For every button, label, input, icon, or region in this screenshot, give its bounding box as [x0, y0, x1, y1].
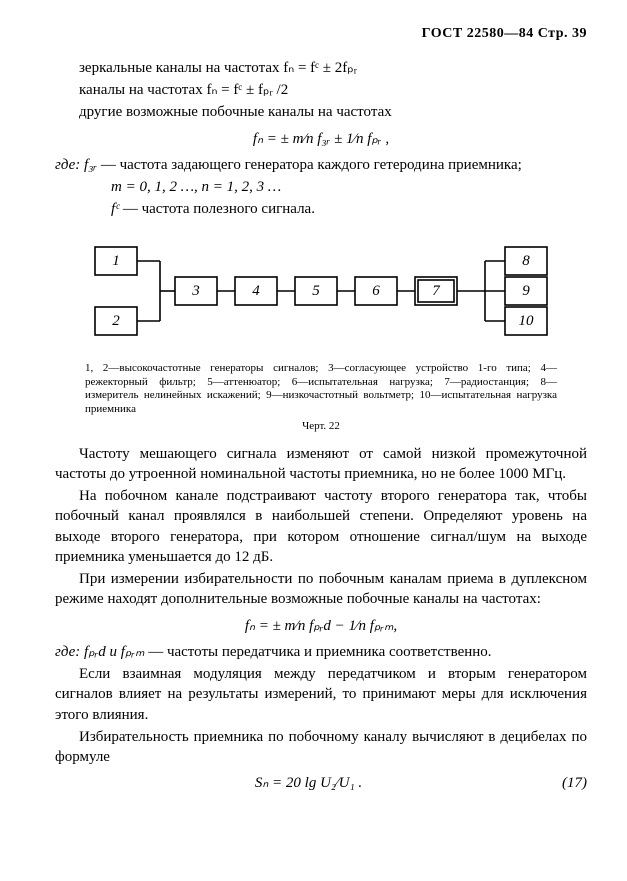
svg-text:4: 4	[252, 283, 260, 299]
where-1-fc-text: — частота полезного сигнала.	[119, 201, 315, 217]
intro-line-3: другие возможные побочные каналы на част…	[55, 102, 587, 122]
where-1: где: f₃ᵣ — частота задающего генератора …	[55, 155, 587, 175]
page: ГОСТ 22580—84 Стр. 39 зеркальные каналы …	[0, 0, 627, 881]
intro-line-2: каналы на частотах fₙ = fᶜ ± fₚᵣ /2	[55, 80, 587, 100]
diagram-caption: 1, 2—высокочастотные генераторы сигналов…	[85, 362, 557, 417]
svg-text:10: 10	[519, 313, 535, 329]
svg-text:2: 2	[112, 313, 120, 329]
para-4: Если взаимная модуляция между передатчик…	[55, 664, 587, 725]
intro-line-1: зеркальные каналы на частотах fₙ = fᶜ ± …	[55, 58, 587, 78]
where-1-m-text: m = 0, 1, 2 …, n = 1, 2, 3 …	[111, 179, 281, 195]
formula-2-text: fₙ = ± m⁄n fₚᵣd − 1⁄n fₚᵣₘ,	[245, 618, 397, 634]
where-2-text: — частоты передатчика и приемника соотве…	[144, 644, 491, 660]
equation-number: (17)	[562, 773, 587, 793]
para-2: На побочном канале подстраивают частоту …	[55, 486, 587, 567]
where-1-m: m = 0, 1, 2 …, n = 1, 2, 3 …	[55, 177, 587, 197]
svg-text:8: 8	[522, 253, 530, 269]
where-1-lead: где: f₃ᵣ	[55, 157, 97, 173]
svg-text:5: 5	[312, 283, 320, 299]
where-2: где: fₚᵣd и fₚᵣₘ — частоты передатчика и…	[55, 642, 587, 662]
para-3: При измерении избирательности по побочны…	[55, 569, 587, 610]
formula-3-text: Sₙ = 20 lg U₂⁄U₁ .	[255, 775, 362, 791]
svg-text:9: 9	[522, 283, 530, 299]
formula-1-text: fₙ = ± m⁄n f₃ᵣ ± 1⁄n fₚᵣ ,	[253, 131, 389, 147]
where-2-lead: где: fₚᵣd и fₚᵣₘ	[55, 644, 144, 660]
diagram-number: Черт. 22	[55, 419, 587, 434]
svg-text:1: 1	[112, 253, 120, 269]
where-1-fc-sym: fᶜ	[111, 201, 119, 217]
block-diagram: 12345678910	[55, 232, 587, 356]
svg-text:3: 3	[191, 283, 200, 299]
formula-3: Sₙ = 20 lg U₂⁄U₁ . (17)	[55, 773, 587, 793]
page-header: ГОСТ 22580—84 Стр. 39	[55, 25, 587, 44]
block-diagram-svg: 12345678910	[85, 232, 557, 350]
where-1-text: — частота задающего генератора каждого г…	[97, 157, 522, 173]
svg-text:6: 6	[372, 283, 380, 299]
para-5: Избирательность приемника по побочному к…	[55, 727, 587, 768]
formula-1: fₙ = ± m⁄n f₃ᵣ ± 1⁄n fₚᵣ ,	[55, 129, 587, 149]
para-1: Частоту мешающего сигнала изменяют от са…	[55, 444, 587, 485]
where-1-fc: fᶜ — частота полезного сигнала.	[55, 199, 587, 219]
formula-2: fₙ = ± m⁄n fₚᵣd − 1⁄n fₚᵣₘ,	[55, 616, 587, 636]
